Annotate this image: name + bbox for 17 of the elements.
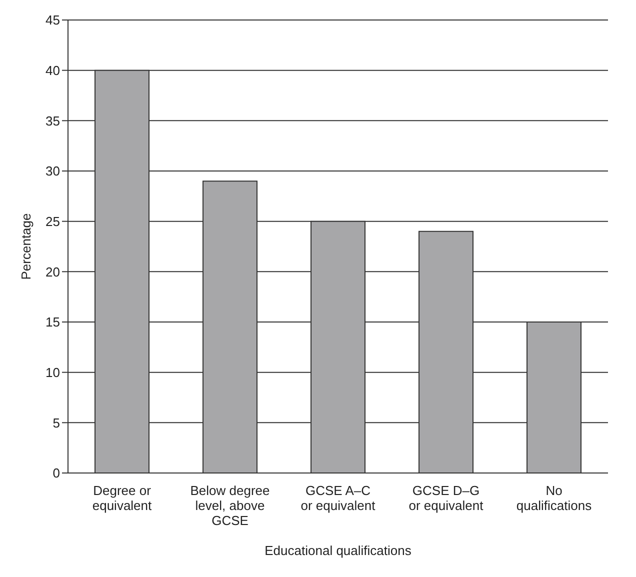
- x-tick-label: Below degree level, above GCSE: [190, 483, 270, 528]
- x-tick-label: GCSE D–G or equivalent: [408, 483, 484, 513]
- y-tick-label: 0: [52, 466, 60, 481]
- y-axis-title: Percentage: [18, 213, 34, 280]
- y-tick-label: 10: [46, 364, 60, 380]
- y-tick-label: 20: [46, 264, 60, 280]
- y-tick-label: 35: [46, 113, 60, 128]
- y-tick-label: 40: [46, 62, 60, 78]
- y-tick-label: 15: [46, 314, 60, 330]
- y-tick-label: 25: [46, 214, 60, 229]
- y-tick-label: 5: [52, 415, 60, 430]
- y-tick-label: 30: [46, 164, 60, 179]
- x-tick-label: GCSE A–C or equivalent: [300, 483, 376, 513]
- x-tick-label: No qualifications: [516, 483, 592, 513]
- x-tick-label: Degree or equivalent: [92, 483, 152, 513]
- y-tick-label: 45: [46, 12, 60, 28]
- x-axis-title: Educational qualifications: [264, 543, 412, 558]
